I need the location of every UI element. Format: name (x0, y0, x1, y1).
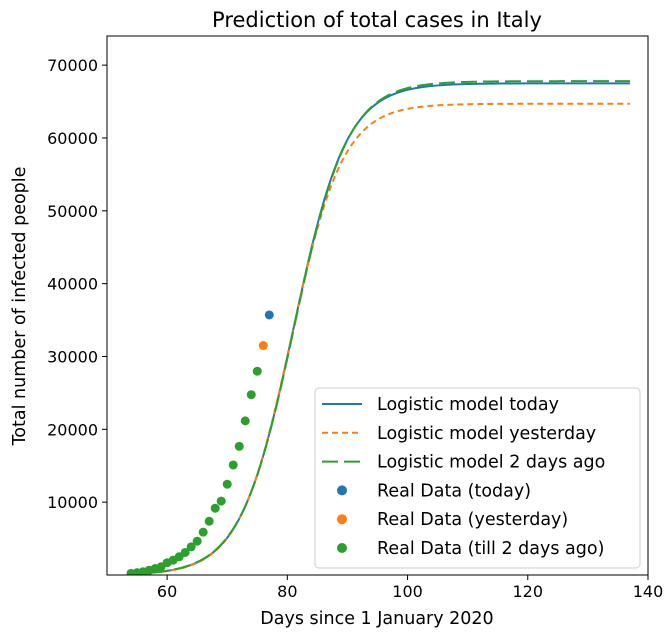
data-point-2 (246, 390, 256, 400)
y-axis-title: Total number of infected people (10, 167, 30, 447)
points-layer (126, 310, 274, 575)
legend-label: Real Data (today) (377, 481, 531, 501)
data-point-2 (192, 536, 202, 546)
data-point-2 (210, 503, 220, 513)
series-line-1 (131, 102, 630, 575)
x-tick-label: 60 (157, 582, 177, 601)
data-point-2 (186, 542, 196, 552)
y-axis: 10000 20000 30000 40000 50000 60000 70000 (47, 56, 107, 512)
legend: Logistic model today Logistic model yeste… (314, 387, 641, 569)
legend-label: Logistic model 2 days ago (377, 453, 605, 473)
legend-label: Logistic model today (377, 395, 559, 415)
legend-point-swatch (337, 543, 347, 553)
legend-box (314, 387, 641, 569)
y-tick-label: 70000 (47, 56, 98, 75)
data-point-2 (222, 479, 232, 489)
data-point-2 (180, 547, 190, 557)
y-tick-label: 50000 (47, 202, 98, 221)
data-point-2 (204, 516, 214, 526)
data-point-0 (264, 310, 274, 320)
data-point-2 (216, 496, 226, 506)
x-tick-label: 140 (633, 582, 664, 601)
x-axis: 60 80 100 120 140 (157, 575, 663, 601)
x-axis-title: Days since 1 January 2020 (260, 609, 493, 629)
x-tick-label: 120 (513, 582, 544, 601)
legend-label: Logistic model yesterday (377, 424, 596, 444)
data-point-2 (228, 460, 238, 470)
data-point-1 (258, 341, 268, 351)
data-point-2 (240, 416, 250, 426)
data-point-2 (234, 441, 244, 451)
legend-point-swatch (337, 514, 347, 525)
series-line-2 (131, 80, 630, 575)
chart-title: Prediction of total cases in Italy (212, 8, 542, 32)
lines-layer (131, 80, 630, 575)
legend-point-swatch (337, 485, 347, 496)
y-tick-label: 40000 (47, 275, 98, 294)
legend-label: Real Data (yesterday) (377, 510, 568, 530)
plot-frame (106, 35, 649, 576)
y-tick-label: 30000 (47, 347, 98, 366)
data-point-2 (252, 366, 262, 376)
y-tick-label: 20000 (47, 420, 98, 439)
data-point-2 (198, 527, 208, 537)
legend-label: Real Data (till 2 days ago) (377, 539, 604, 559)
x-tick-label: 100 (392, 582, 423, 601)
y-tick-label: 10000 (47, 493, 98, 512)
y-tick-label: 60000 (47, 129, 98, 148)
x-tick-label: 80 (277, 582, 297, 601)
